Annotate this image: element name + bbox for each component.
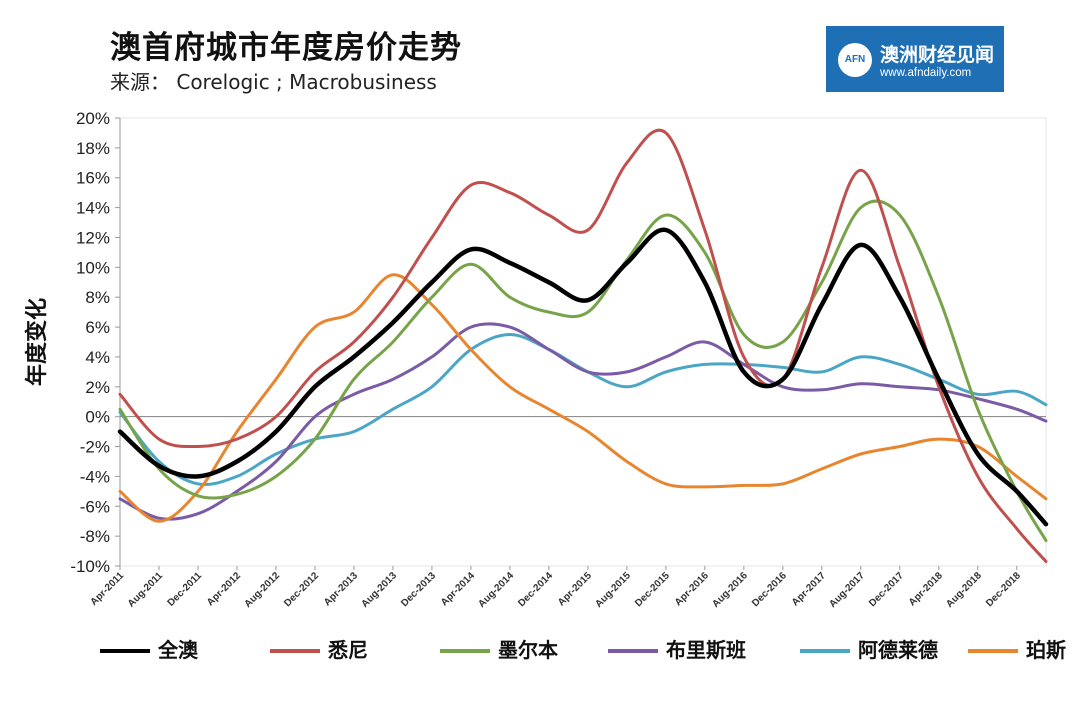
logo-name: 澳洲财经见闻 — [880, 44, 995, 66]
x-tick-label: Dec-2018 — [984, 570, 1023, 609]
x-tick-label: Aug-2017 — [827, 570, 867, 610]
x-tick-label: Aug-2016 — [710, 570, 750, 610]
legend-label: 全澳 — [158, 638, 198, 662]
y-tick-label: -6% — [80, 497, 110, 516]
afn-logo-icon: AFN — [838, 43, 872, 77]
legend-swatch — [100, 649, 150, 653]
y-tick-label: -10% — [70, 557, 110, 576]
y-tick-label: 8% — [85, 288, 110, 307]
y-tick-label: 0% — [85, 408, 110, 427]
legend-swatch — [440, 649, 490, 653]
x-tick-label: Aug-2012 — [242, 570, 282, 610]
y-tick-label: -8% — [80, 527, 110, 546]
series-line-6 — [118, 273, 1048, 523]
y-tick-label: 10% — [76, 258, 110, 277]
chart-legend: 全澳 悉尼 墨尔本 布里斯班 阿德莱德 珀斯 — [100, 636, 1066, 666]
x-tick-label: Apr-2017 — [790, 570, 828, 608]
y-tick-label: -4% — [80, 467, 110, 486]
x-tick-label: Apr-2012 — [205, 570, 243, 608]
plot-area — [119, 117, 1047, 567]
x-tick-label: Apr-2016 — [673, 570, 711, 608]
x-tick-label: Dec-2011 — [166, 570, 205, 609]
y-tick-label: 20% — [76, 109, 110, 128]
y-tick-label: -2% — [80, 438, 110, 457]
y-tick-label: 16% — [76, 169, 110, 188]
legend-swatch — [608, 649, 658, 653]
x-tick-label: Aug-2013 — [359, 570, 399, 610]
y-tick-label: 18% — [76, 139, 110, 158]
y-axis-label: 年度变化 — [24, 298, 50, 386]
x-tick-label: Dec-2016 — [750, 570, 789, 609]
legend-label: 墨尔本 — [498, 638, 558, 662]
x-tick-label: Dec-2015 — [633, 570, 672, 609]
legend-swatch — [800, 649, 850, 653]
legend-swatch — [968, 649, 1018, 653]
afn-logo: AFN 澳洲财经见闻 www.afndaily.com — [826, 26, 1004, 92]
series-line-4 — [118, 322, 1048, 521]
y-tick-label: 4% — [85, 348, 110, 367]
legend-label: 悉尼 — [328, 638, 368, 662]
x-tick-label: Aug-2015 — [593, 570, 633, 610]
series-lines — [117, 128, 1049, 563]
x-tick-label: Aug-2011 — [126, 570, 166, 610]
legend-label: 珀斯 — [1026, 638, 1066, 662]
x-tick-label: Apr-2014 — [439, 570, 477, 608]
x-tick-label: Apr-2013 — [322, 570, 360, 608]
x-tick-label: Dec-2012 — [282, 570, 321, 609]
series-line-2 — [118, 128, 1048, 563]
y-tick-label: 12% — [76, 228, 110, 247]
x-tick-label: Aug-2018 — [944, 570, 984, 610]
x-tick-label: Dec-2013 — [399, 570, 438, 609]
x-axis: Apr-2011 Aug-2011 Dec-2011 Apr-2012 Aug-2012… — [88, 566, 1023, 610]
legend-label: 布里斯班 — [666, 638, 746, 662]
y-axis: 20% 18% 16% 14% 12% 10% 8% 6% 4% 2% 0% -2% -4% -6% -8%… — [70, 109, 1046, 576]
x-tick-label: Aug-2014 — [476, 570, 516, 610]
legend-swatch — [270, 649, 320, 653]
series-line-1 — [117, 227, 1049, 527]
page-title: 澳首府城市年度房价走势 — [110, 30, 462, 66]
x-tick-label: Apr-2018 — [907, 570, 945, 608]
y-tick-label: 14% — [76, 199, 110, 218]
x-tick-label: Dec-2014 — [516, 570, 555, 609]
y-tick-label: 2% — [85, 378, 110, 397]
y-tick-label: 6% — [85, 318, 110, 337]
logo-url: www.afndaily.com — [880, 67, 972, 79]
source-note: 来源： Corelogic ; Macrobusiness — [110, 70, 437, 94]
x-tick-label: Apr-2015 — [556, 570, 594, 608]
legend-label: 阿德莱德 — [858, 638, 938, 662]
x-tick-label: Dec-2017 — [867, 570, 906, 609]
